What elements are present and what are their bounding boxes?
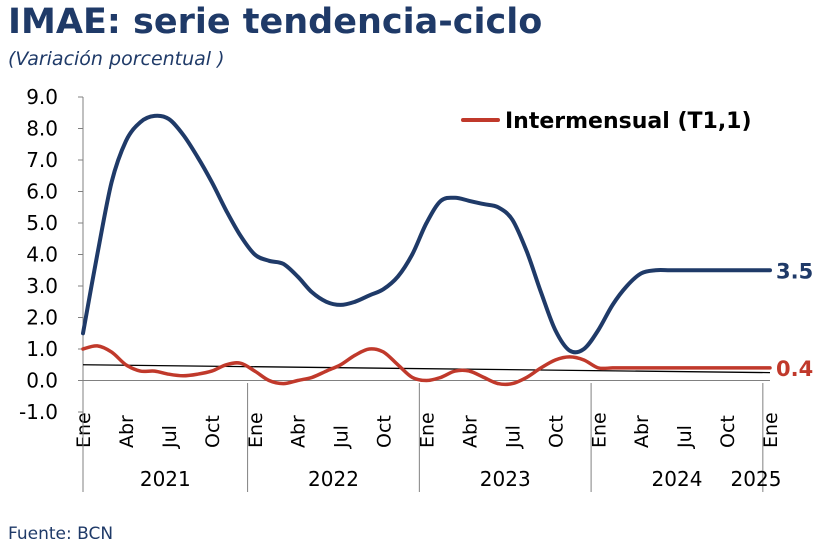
chart-subtitle: (Variación porcentual ) <box>8 48 225 70</box>
x-tick-label: Ene <box>245 412 267 448</box>
series-line-imae <box>81 113 772 355</box>
x-tick-label: Oct <box>374 415 396 448</box>
year-label: 2021 <box>140 467 191 491</box>
legend-label: Intermensual (T1,1) <box>505 109 752 134</box>
series-line-intermensual <box>81 344 772 387</box>
x-tick-label: Jul <box>502 425 524 449</box>
y-tick-label: 7.0 <box>26 148 58 172</box>
series-group: 3.5 0.4 <box>81 113 813 387</box>
y-tick-label: 1.0 <box>26 337 58 361</box>
year-label: 2024 <box>652 467 703 491</box>
end-value-label: 3.5 <box>776 259 813 283</box>
y-tick-label: 2.0 <box>26 306 58 330</box>
x-tick-label: Oct <box>717 415 739 448</box>
y-tick-label: -1.0 <box>19 400 58 424</box>
y-tick-label: 3.0 <box>26 274 58 298</box>
y-tick-label: 6.0 <box>26 180 58 204</box>
x-tick-label: Jul <box>331 425 353 449</box>
x-tick-label: Ene <box>417 412 439 448</box>
x-tick-label: Abr <box>116 415 138 448</box>
x-tick-label: Jul <box>159 425 181 449</box>
y-tick-label: 4.0 <box>26 243 58 267</box>
x-tick-label: Abr <box>459 415 481 448</box>
x-tick-label: Ene <box>760 412 782 448</box>
chart-title: IMAE: serie tendencia-ciclo <box>8 2 543 42</box>
end-value-label: 0.4 <box>776 357 813 381</box>
legend: Intermensual (T1,1) <box>461 109 752 134</box>
x-tick-label: Abr <box>288 415 310 448</box>
y-tick-label: 5.0 <box>26 211 58 235</box>
y-axis: 9.0 8.0 7.0 6.0 5.0 4.0 3.0 2.0 1.0 0.0 -1.0 <box>19 85 84 424</box>
x-axis: Ene Abr Jul Oct Ene Abr Jul Oct Ene Abr Jul Oct Ene A… <box>73 380 782 492</box>
x-tick-label: Oct <box>545 415 567 448</box>
y-tick-label: 0.0 <box>26 369 58 393</box>
x-tick-label: Oct <box>202 415 224 448</box>
x-tick-label: Ene <box>73 412 95 448</box>
y-tick-label: 9.0 <box>26 85 58 109</box>
x-tick-label: Abr <box>631 415 653 448</box>
y-tick-label: 8.0 <box>26 117 58 141</box>
x-tick-label: Jul <box>674 425 696 449</box>
year-label: 2022 <box>308 467 359 491</box>
year-label: 2023 <box>480 467 531 491</box>
year-label: 2025 <box>731 467 782 491</box>
source-note: Fuente: BCN <box>8 524 114 544</box>
x-tick-label: Ene <box>588 412 610 448</box>
trend-line <box>82 364 771 374</box>
